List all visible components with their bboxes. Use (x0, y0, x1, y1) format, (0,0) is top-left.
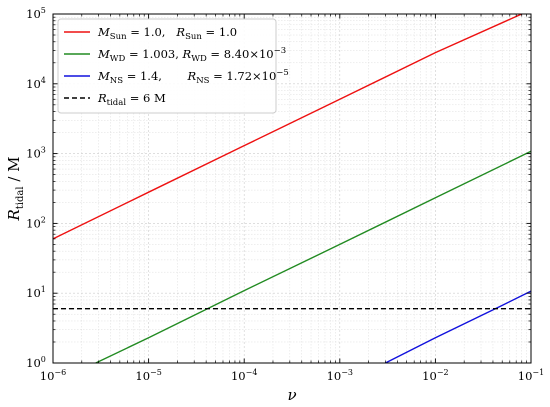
series-line-2 (95, 150, 532, 364)
plot-frame (52, 13, 532, 364)
x-tick-label: 10−2 (422, 368, 448, 383)
axis-ticks (52, 13, 532, 364)
tick-labels: 10−6 10−5 10−4 10−3 10−2 10−1 100 101 102 103 104 1… (26, 6, 544, 383)
series-lines (52, 13, 532, 364)
x-tick-label: 10−5 (135, 368, 161, 383)
y-tick-label: 104 (26, 76, 46, 91)
series-line-1 (52, 13, 523, 240)
legend: MSun = 1.0, RSun = 1.0 MWD = 1.003, RWD =… (57, 18, 289, 114)
legend-label-1: MSun = 1.0, RSun = 1.0 (97, 25, 237, 42)
y-tick-label: 103 (26, 146, 46, 161)
x-axis-label: ν (287, 386, 296, 404)
x-tick-label: 10−4 (231, 368, 257, 383)
y-tick-label: 101 (26, 285, 46, 300)
x-tick-label: 10−6 (40, 368, 66, 383)
legend-label-4: Rtidal = 6 M (97, 91, 166, 108)
y-axis-label: Rtidal / M (5, 156, 26, 221)
y-tick-label: 102 (26, 215, 46, 230)
x-tick-label: 10−1 (518, 368, 544, 383)
x-tick-label: 10−3 (327, 368, 353, 383)
series-line-3 (385, 290, 532, 364)
y-tick-label: 100 (26, 355, 46, 370)
legend-label-3: MNS = 1.4, RNS = 1.72×10−5 (97, 68, 289, 86)
legend-box (57, 18, 277, 114)
y-tick-label: 105 (26, 6, 46, 21)
legend-label-2: MWD = 1.003, RWD = 8.40×10−3 (97, 46, 286, 64)
grid (52, 13, 532, 364)
